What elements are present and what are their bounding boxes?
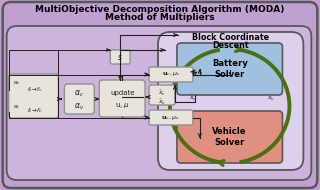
Text: u, $\mu$: u, $\mu$ xyxy=(115,101,130,111)
Text: $\bar{x}_v$: $\bar{x}_v$ xyxy=(158,97,166,107)
Text: $\alpha_c$: $\alpha_c$ xyxy=(74,89,84,99)
Text: Descent: Descent xyxy=(212,41,249,51)
FancyBboxPatch shape xyxy=(149,110,193,125)
FancyBboxPatch shape xyxy=(99,80,145,117)
Text: $w_c$: $w_c$ xyxy=(12,103,20,111)
Text: $\bar{x}_v$: $\bar{x}_v$ xyxy=(267,93,276,103)
FancyBboxPatch shape xyxy=(158,32,303,170)
Text: $f_c \!\rightarrow\! f_C$: $f_c \!\rightarrow\! f_C$ xyxy=(27,107,43,116)
Text: Block Coordinate: Block Coordinate xyxy=(192,33,269,43)
FancyBboxPatch shape xyxy=(110,50,130,64)
Text: $s$: $s$ xyxy=(117,52,123,62)
Text: Vehicle
Solver: Vehicle Solver xyxy=(212,127,247,147)
Text: Battery
Solver: Battery Solver xyxy=(212,59,248,79)
FancyBboxPatch shape xyxy=(177,43,283,95)
FancyBboxPatch shape xyxy=(149,67,193,82)
Text: update: update xyxy=(110,90,134,96)
Text: $\bar{x}_c$: $\bar{x}_c$ xyxy=(189,93,197,103)
FancyBboxPatch shape xyxy=(9,74,59,118)
Text: $\bar{x}_c$: $\bar{x}_c$ xyxy=(158,89,166,97)
FancyBboxPatch shape xyxy=(177,111,283,163)
FancyBboxPatch shape xyxy=(64,84,94,114)
FancyBboxPatch shape xyxy=(3,2,317,188)
FancyBboxPatch shape xyxy=(7,26,311,180)
Text: $w_v$: $w_v$ xyxy=(12,79,21,87)
Text: $\mathbf{u}_v, \mu_v$: $\mathbf{u}_v, \mu_v$ xyxy=(161,113,180,121)
Text: $\alpha_v$: $\alpha_v$ xyxy=(74,102,84,112)
Text: $\mathbf{u}_c, \mu_c$: $\mathbf{u}_c, \mu_c$ xyxy=(162,70,180,78)
Text: MultiObjective Decomposition Algorithm (MODA): MultiObjective Decomposition Algorithm (… xyxy=(35,5,285,13)
Text: $f_v \!\rightarrow\! f_v$: $f_v \!\rightarrow\! f_v$ xyxy=(27,86,42,94)
Text: Method of Multipliers: Method of Multipliers xyxy=(105,13,215,22)
FancyBboxPatch shape xyxy=(149,85,175,105)
